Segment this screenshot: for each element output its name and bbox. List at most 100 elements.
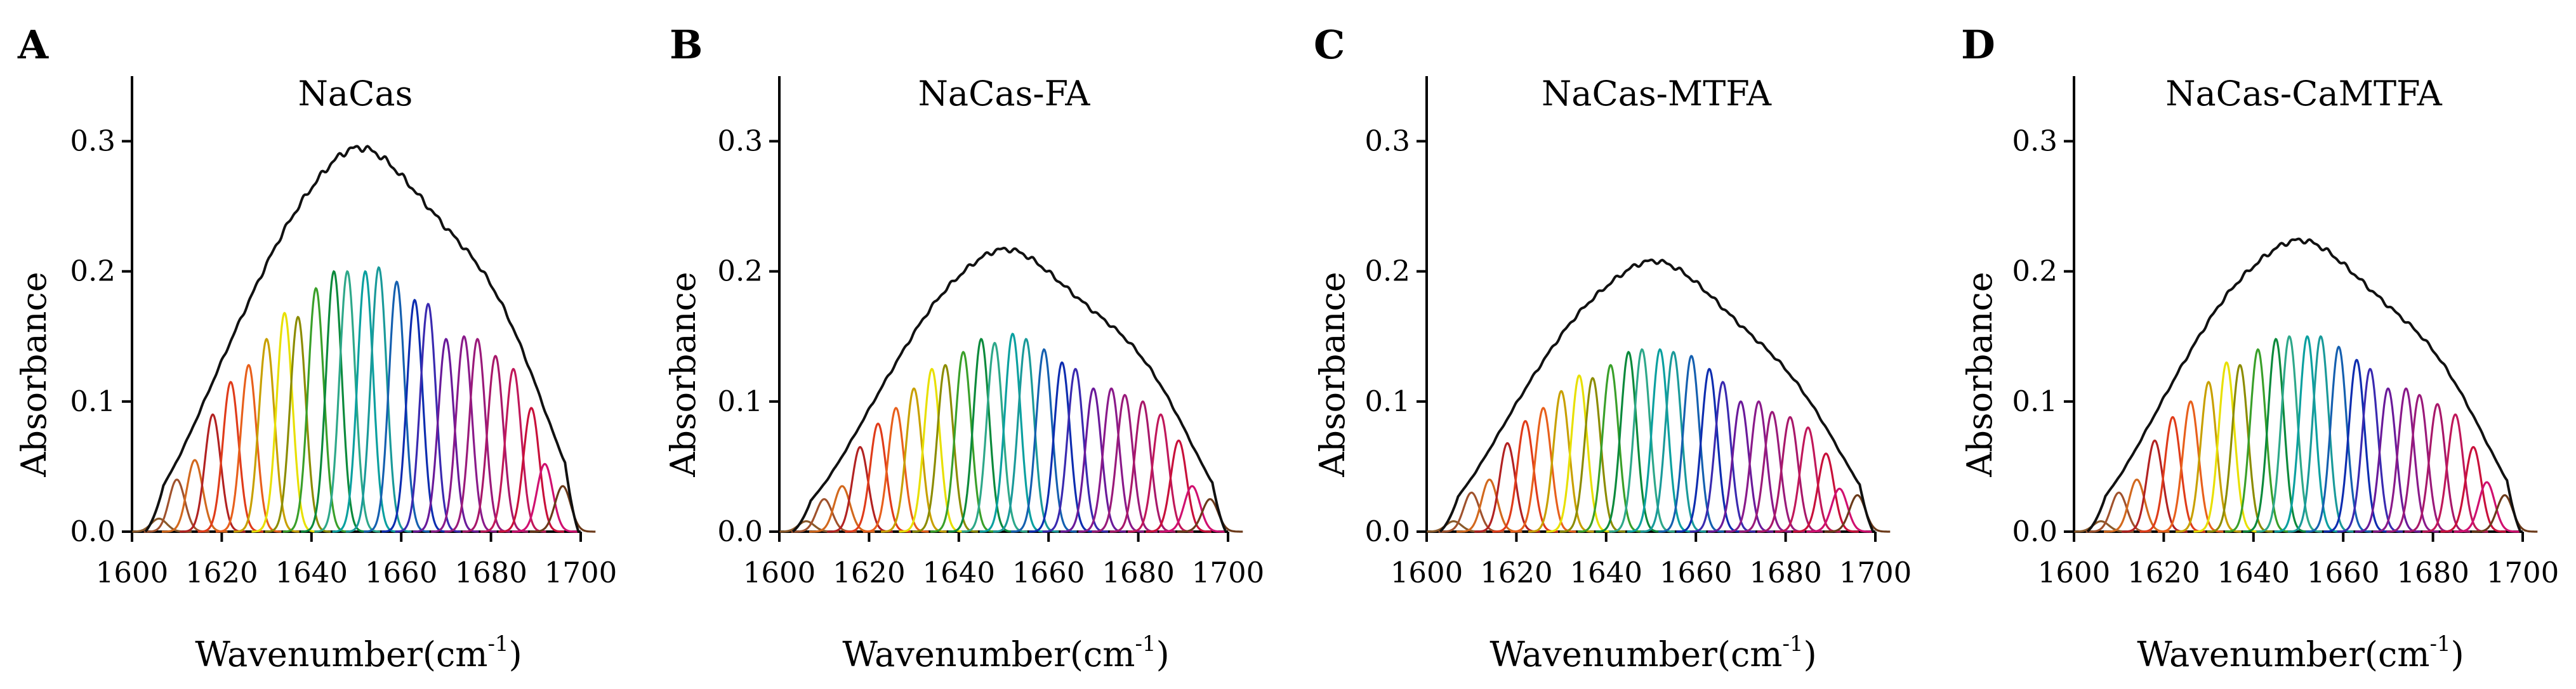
y-axis-label: Absorbance: [1960, 272, 2000, 477]
component-peak-23: [1146, 439, 1212, 533]
component-peak-10: [930, 350, 996, 533]
envelope-curve: [791, 246, 1227, 533]
component-peak-7: [1528, 390, 1594, 533]
component-peak-9: [912, 364, 979, 533]
y-tick-label: 0.3: [717, 124, 763, 158]
x-tick-label: 1680: [1102, 556, 1175, 589]
component-peak-21: [2404, 403, 2471, 533]
panel-title: NaCas: [298, 74, 413, 114]
component-peak-7: [2176, 381, 2242, 533]
component-peak-14: [345, 266, 412, 533]
component-peak-13: [2274, 335, 2341, 533]
component-peak-13: [1627, 348, 1693, 533]
plot-area: 0.0 0.1 0.2 0.3 1600 1620 1640 1660 1680 1700: [2012, 76, 2559, 589]
x-tick-label: 1660: [2307, 556, 2380, 589]
x-tick-label: 1680: [2396, 556, 2469, 589]
component-peak-3: [2104, 478, 2170, 533]
component-peak-18: [1707, 400, 1774, 533]
x-tick-label: 1600: [2038, 556, 2111, 589]
component-peak-18: [413, 338, 479, 533]
y-tick-label: 0.0: [717, 515, 763, 548]
plot-area: 0.0 0.1 0.2 0.3 1600 1620 1640 1660 1680 1700: [70, 76, 617, 589]
component-peak-13: [332, 270, 399, 533]
panel-letter: B: [670, 22, 703, 68]
component-peak-7: [233, 338, 300, 533]
y-axis-label: Absorbance: [1312, 272, 1352, 477]
component-peak-10: [1577, 364, 1644, 533]
x-tick-label: 1620: [833, 556, 906, 589]
x-tick-label: 1700: [545, 556, 618, 589]
component-peak-4: [1474, 442, 1540, 533]
component-peak-3: [1456, 478, 1522, 533]
component-peak-22: [1775, 426, 1841, 533]
component-peak-17: [1042, 367, 1109, 533]
x-tick-label: 1640: [275, 556, 348, 589]
component-peak-21: [462, 355, 529, 533]
component-peak-22: [2422, 413, 2488, 533]
component-peak-5: [1492, 419, 1559, 533]
panel-c: C NaCas-MTFA Absorbance Wavenumber(cm-1)…: [1312, 22, 1912, 674]
y-tick-label: 0.2: [2012, 254, 2057, 288]
y-tick-label: 0.3: [1364, 124, 1410, 158]
y-tick-label: 0.3: [2012, 124, 2057, 158]
component-peak-6: [862, 407, 929, 533]
x-axis-label: Wavenumber(cm-1): [195, 631, 522, 674]
component-peak-12: [2256, 335, 2322, 533]
component-peak-3: [162, 459, 228, 533]
component-peak-25: [1177, 498, 1243, 533]
x-tick-label: 1600: [743, 556, 816, 589]
y-tick-label: 0.0: [70, 515, 116, 548]
component-peak-5: [845, 423, 911, 533]
panel-letter: C: [1314, 22, 1345, 68]
component-peak-24: [512, 463, 578, 533]
component-peak-19: [1078, 387, 1144, 533]
x-tick-label: 1700: [1192, 556, 1265, 589]
component-peak-8: [251, 312, 317, 533]
x-axis-label: Wavenumber(cm-1): [842, 631, 1169, 674]
component-peak-8: [2193, 361, 2260, 533]
y-tick-label: 0.1: [2012, 384, 2057, 418]
panel-title: NaCas-CaMTFA: [2165, 74, 2443, 114]
component-peak-16: [2323, 358, 2390, 533]
component-peak-25: [1824, 494, 1891, 533]
panel-title: NaCas-MTFA: [1542, 74, 1772, 114]
component-peak-6: [215, 364, 282, 533]
x-tick-label: 1620: [2127, 556, 2200, 589]
component-peak-6: [1510, 407, 1576, 533]
x-tick-label: 1660: [1660, 556, 1733, 589]
component-peak-20: [444, 338, 510, 533]
component-peak-16: [1676, 367, 1743, 533]
component-peak-15: [2306, 345, 2372, 533]
component-peak-19: [1726, 400, 1792, 533]
x-tick-label: 1660: [1012, 556, 1085, 589]
component-peak-11: [948, 338, 1014, 533]
component-peak-4: [180, 413, 246, 533]
component-peak-4: [2122, 439, 2188, 533]
component-peak-10: [2224, 348, 2291, 533]
x-tick-label: 1660: [365, 556, 438, 589]
panel-letter: D: [1961, 22, 1995, 68]
component-peak-17: [395, 303, 461, 533]
panel-a: A NaCas Absorbance Wavenumber(cm-1) 0.00…: [14, 22, 617, 674]
y-tick-label: 0.2: [1364, 254, 1410, 288]
component-peak-14: [1640, 350, 1707, 533]
y-tick-label: 0.2: [717, 254, 763, 288]
component-peak-16: [1029, 361, 1095, 533]
x-tick-label: 1640: [1570, 556, 1643, 589]
component-peak-25: [529, 485, 596, 533]
component-peak-14: [2287, 335, 2354, 533]
panel-d: D NaCas-CaMTFA Absorbance Wavenumber(cm-…: [1960, 22, 2559, 674]
component-peak-6: [2157, 400, 2224, 533]
x-tick-label: 1700: [2487, 556, 2559, 589]
component-peak-13: [979, 332, 1046, 533]
envelope-curve: [2086, 237, 2522, 533]
x-tick-label: 1600: [1390, 556, 1463, 589]
component-peak-24: [1806, 487, 1872, 533]
component-peak-9: [1559, 377, 1626, 533]
component-peak-12: [961, 341, 1027, 533]
component-peak-19: [2373, 387, 2439, 533]
envelope-curve: [144, 145, 580, 533]
component-peak-5: [197, 381, 264, 533]
component-peak-11: [301, 270, 367, 533]
component-peak-12: [314, 270, 380, 533]
